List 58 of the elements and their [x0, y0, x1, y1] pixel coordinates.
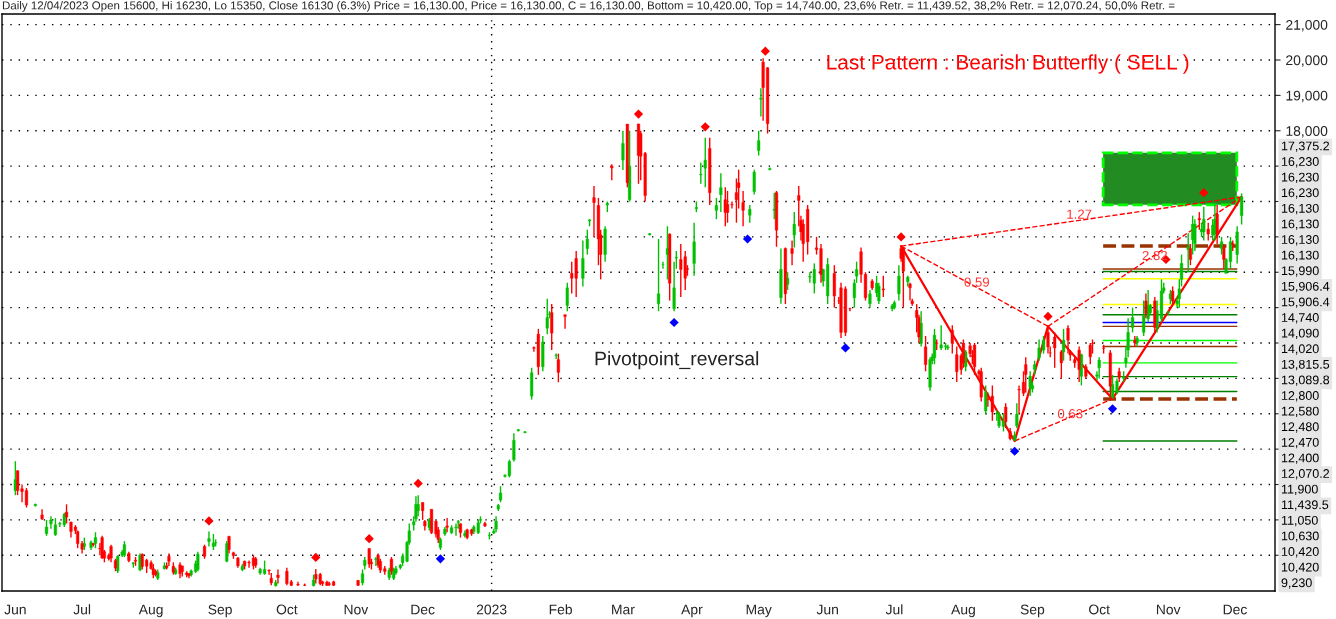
text: 12,400 — [1281, 453, 1319, 464]
x-tick-label: Feb — [549, 604, 572, 615]
x-tick-label: Sep — [1020, 604, 1045, 618]
annotation: 1.27 — [1067, 209, 1092, 219]
text: 10,630 — [1281, 531, 1319, 542]
text: 10,420 — [1281, 562, 1319, 574]
text: 17,375.2 — [1281, 141, 1330, 152]
text: 14,740 — [1281, 313, 1319, 324]
text: 14,020 — [1281, 344, 1319, 355]
text: 12,480 — [1281, 422, 1319, 433]
y-tick-label: 21,000 — [1286, 19, 1328, 32]
y-tick-label: 19,000 — [1286, 90, 1328, 103]
y-tick-label: 20,000 — [1286, 55, 1328, 67]
text: 11,900 — [1281, 484, 1318, 496]
x-tick-label: Oct — [1089, 604, 1110, 615]
text: 16,230 — [1281, 172, 1319, 184]
text: 12,800 — [1281, 391, 1319, 402]
x-tick-label: Aug — [951, 604, 975, 618]
text: 14,090 — [1281, 328, 1319, 340]
x-tick-label: Jul — [885, 604, 903, 615]
x-tick-label: Mar — [612, 604, 635, 615]
text: 16,130 — [1281, 235, 1319, 246]
text: 12,070.2 — [1281, 469, 1330, 480]
text: 15,906.4 — [1281, 281, 1330, 293]
x-tick-label: Nov — [1156, 604, 1181, 615]
annotation: 2.82 — [1142, 250, 1167, 261]
text: 13,089.8 — [1281, 375, 1330, 386]
annotation: 0.59 — [964, 277, 989, 287]
annotation: Last Pattern : Bearish Butterfly ( SELL ) — [827, 54, 1189, 74]
annotation: Pivotpoint_reversal — [595, 351, 759, 370]
text: 15,906.4 — [1281, 297, 1330, 308]
text: 13,815.5 — [1281, 359, 1330, 371]
text: 11,439.5 — [1281, 500, 1329, 511]
text: 9,230 — [1281, 578, 1312, 589]
text: 16,130 — [1281, 250, 1319, 262]
x-tick-label: May — [746, 604, 772, 618]
x-tick-label: Jul — [73, 604, 91, 615]
text: 16,230 — [1281, 188, 1319, 199]
x-tick-label: Dec — [411, 604, 435, 615]
x-tick-label: Jun — [4, 604, 26, 615]
y-tick-label: 18,000 — [1286, 126, 1328, 138]
chart-title: Daily 12/04/2023 Open 15600, Hi 16230, Lo 15350, Close 16130 (6.3%) Price = 16,130.00, Price = 16,130.00, C = 16,130.00, Bottom = 10,420.00, Top = 14,740.00, 23,6% Retr. = 11,439.52, 38,2% Retr. = 12,070.24, 50,0% Retr. = — [2, 1, 1175, 12]
text: 12,470 — [1281, 437, 1319, 449]
text: 12,580 — [1281, 406, 1319, 418]
x-tick-label: Oct — [276, 604, 298, 615]
x-tick-label: Aug — [138, 604, 163, 618]
x-tick-label: 2023 — [476, 604, 507, 615]
text: 15,990 — [1281, 266, 1319, 277]
x-tick-label: Nov — [344, 604, 369, 615]
text: 10,420 — [1281, 547, 1319, 558]
text: 16,130 — [1281, 219, 1319, 230]
x-tick-label: Jun — [816, 604, 838, 615]
x-tick-label: Dec — [1223, 604, 1247, 615]
text: 11,050 — [1281, 515, 1318, 527]
text: 16,230 — [1281, 157, 1319, 168]
text: 16,130 — [1281, 203, 1319, 215]
x-tick-label: Apr — [681, 604, 703, 618]
x-tick-label: Sep — [208, 604, 232, 618]
